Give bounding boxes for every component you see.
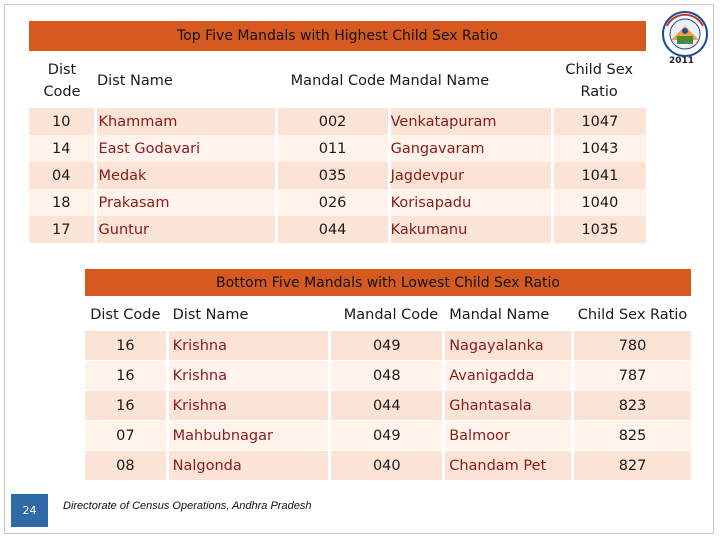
cell-dist-code: 07 bbox=[85, 420, 169, 451]
header-child-sex-ratio: Child Sex Ratio bbox=[565, 62, 633, 100]
logo-year: 2011 bbox=[669, 56, 695, 66]
cell-dist-name: East Godavari bbox=[95, 135, 278, 162]
cell-mandal-code: 049 bbox=[329, 330, 446, 361]
cell-ratio: 1035 bbox=[552, 216, 646, 243]
cell-dist-code: 10 bbox=[29, 108, 97, 135]
cell-dist-name: Prakasam bbox=[95, 189, 278, 216]
cell-ratio: 825 bbox=[572, 420, 691, 451]
cell-mandal-code: 048 bbox=[329, 360, 446, 391]
header-mandal-code: Mandal Code bbox=[290, 73, 386, 89]
footer-credit: Directorate of Census Operations, Andhra… bbox=[63, 500, 312, 512]
table-row: 04 Medak 035 Jagdevpur 1041 bbox=[29, 162, 646, 189]
cell-mandal-code: 035 bbox=[276, 162, 391, 189]
bottom-mandals-table: Dist Code Dist Name Mandal Code Mandal N… bbox=[85, 300, 691, 480]
table-row: 07 Mahbubnagar 049 Balmoor 825 bbox=[85, 420, 691, 451]
cell-dist-name: Khammam bbox=[95, 108, 278, 135]
cell-mandal-code: 040 bbox=[329, 450, 446, 480]
table-row: 16 Krishna 049 Nagayalanka 780 bbox=[85, 330, 691, 361]
table-row: 16 Krishna 044 Ghantasala 823 bbox=[85, 390, 691, 421]
bottom-table-title: Bottom Five Mandals with Lowest Child Se… bbox=[85, 269, 691, 296]
cell-mandal-code: 044 bbox=[276, 216, 391, 243]
cell-mandal-code: 044 bbox=[329, 390, 446, 421]
page-number: 24 bbox=[11, 494, 48, 527]
header-dist-code: Dist Code bbox=[43, 62, 81, 100]
cell-dist-code: 16 bbox=[85, 360, 169, 391]
cell-mandal-code: 049 bbox=[329, 420, 446, 451]
cell-dist-name: Nalgonda bbox=[167, 450, 332, 480]
header-dist-code: Dist Code bbox=[85, 300, 169, 331]
cell-ratio: 1047 bbox=[552, 108, 646, 135]
cell-mandal-name: Kakumanu bbox=[389, 216, 554, 243]
cell-ratio: 1040 bbox=[552, 189, 646, 216]
table-row: 10 Khammam 002 Venkatapuram 1047 bbox=[29, 108, 646, 135]
cell-mandal-code: 002 bbox=[276, 108, 391, 135]
header-mandal-name: Mandal Name bbox=[443, 300, 575, 331]
cell-ratio: 787 bbox=[572, 360, 691, 391]
cell-ratio: 1041 bbox=[552, 162, 646, 189]
cell-ratio: 1043 bbox=[552, 135, 646, 162]
table-row: 14 East Godavari 011 Gangavaram 1043 bbox=[29, 135, 646, 162]
cell-dist-code: 17 bbox=[29, 216, 97, 243]
top-mandals-table: Dist Code Dist Name Mandal Code Mandal N… bbox=[29, 54, 646, 243]
table-row: 08 Nalgonda 040 Chandam Pet 827 bbox=[85, 450, 691, 480]
table-row: 17 Guntur 044 Kakumanu 1035 bbox=[29, 216, 646, 243]
header-dist-name: Dist Name bbox=[97, 73, 173, 89]
header-dist-name: Dist Name bbox=[167, 300, 332, 331]
cell-mandal-name: Venkatapuram bbox=[389, 108, 554, 135]
header-child-sex-ratio: Child Sex Ratio bbox=[577, 307, 688, 323]
cell-ratio: 823 bbox=[572, 390, 691, 421]
cell-mandal-name: Korisapadu bbox=[389, 189, 554, 216]
cell-mandal-name: Nagayalanka bbox=[443, 330, 575, 361]
cell-mandal-name: Jagdevpur bbox=[389, 162, 554, 189]
cell-mandal-name: Ghantasala bbox=[443, 390, 575, 421]
top-table-title: Top Five Mandals with Highest Child Sex … bbox=[29, 21, 646, 51]
cell-ratio: 780 bbox=[572, 330, 691, 361]
cell-dist-name: Krishna bbox=[167, 390, 332, 421]
header-mandal-code: Mandal Code bbox=[329, 300, 446, 331]
table-row: 16 Krishna 048 Avanigadda 787 bbox=[85, 360, 691, 391]
cell-dist-code: 16 bbox=[85, 390, 169, 421]
cell-dist-name: Guntur bbox=[95, 216, 278, 243]
cell-ratio: 827 bbox=[572, 450, 691, 480]
header-mandal-name: Mandal Name bbox=[389, 73, 490, 89]
cell-dist-name: Krishna bbox=[167, 330, 332, 361]
cell-mandal-code: 011 bbox=[276, 135, 391, 162]
cell-dist-name: Medak bbox=[95, 162, 278, 189]
cell-dist-code: 04 bbox=[29, 162, 97, 189]
cell-mandal-name: Balmoor bbox=[443, 420, 575, 451]
cell-dist-code: 18 bbox=[29, 189, 97, 216]
cell-mandal-name: Chandam Pet bbox=[443, 450, 575, 480]
top-table-header-row: Dist Code Dist Name Mandal Code Mandal N… bbox=[29, 54, 646, 108]
cell-dist-code: 08 bbox=[85, 450, 169, 480]
bottom-table-header-row: Dist Code Dist Name Mandal Code Mandal N… bbox=[85, 300, 691, 331]
census-of-india-logo-icon bbox=[662, 11, 708, 57]
cell-mandal-name: Gangavaram bbox=[389, 135, 554, 162]
slide-frame bbox=[4, 4, 714, 534]
cell-dist-name: Krishna bbox=[167, 360, 332, 391]
cell-dist-name: Mahbubnagar bbox=[167, 420, 332, 451]
table-row: 18 Prakasam 026 Korisapadu 1040 bbox=[29, 189, 646, 216]
cell-dist-code: 16 bbox=[85, 330, 169, 361]
cell-mandal-code: 026 bbox=[276, 189, 391, 216]
cell-mandal-name: Avanigadda bbox=[443, 360, 575, 391]
cell-dist-code: 14 bbox=[29, 135, 97, 162]
